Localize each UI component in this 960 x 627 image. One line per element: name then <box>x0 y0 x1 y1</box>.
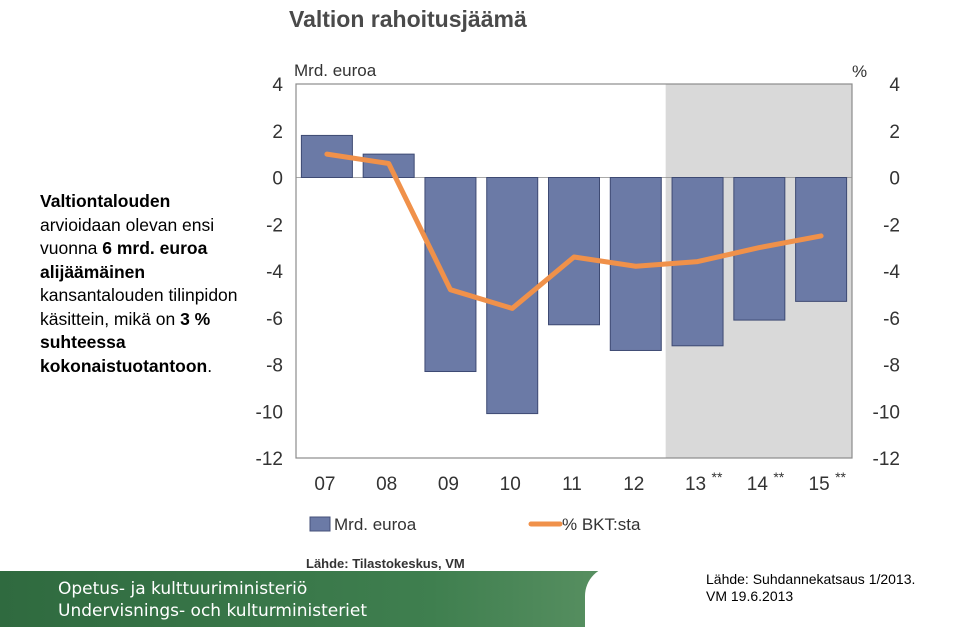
y-tick-right-1: 2 <box>889 122 900 143</box>
ministry-name-fi: Opetus- ja kulttuuriministeriö <box>58 579 308 599</box>
summary-text: Valtiontalouden arvioidaan olevan ensi v… <box>40 190 245 378</box>
summary-text-2: kansantalouden tilinpidon käsittein, mik… <box>40 285 238 329</box>
summary-text-1: arvioidaan olevan ensi vuonna <box>40 214 215 259</box>
bar-09 <box>424 177 477 373</box>
x-tick-13: 13 <box>685 474 706 495</box>
summary-bold-2: 6 mrd. euroa alijäämäinen <box>40 238 208 282</box>
x-tick-10: 10 <box>500 474 521 495</box>
footer-source-line-1: Lähde: Suhdannekatsaus 1/2013. <box>706 571 916 587</box>
chart-title: Valtion rahoitusjäämä <box>289 6 527 32</box>
footer-white-panel <box>585 566 960 627</box>
y-axis-label-left: Mrd. euroa <box>294 61 377 80</box>
y-tick-right-2: 0 <box>889 169 900 190</box>
y-tick-right-6: -8 <box>883 356 900 377</box>
x-tick-09: 09 <box>438 474 459 495</box>
y-tick-left-6: -8 <box>266 356 283 377</box>
y-tick-left-7: -10 <box>256 402 283 423</box>
x-tick-15: 15 <box>809 474 830 495</box>
y-tick-left-4: -4 <box>266 262 283 283</box>
bar-11 <box>548 177 600 326</box>
plot-frame <box>295 83 853 459</box>
percent-line <box>324 151 824 311</box>
y-tick-left-2: 0 <box>272 169 283 190</box>
x-tick-14: 14 <box>747 474 769 495</box>
summary-bold-1: Valtiontalouden <box>40 191 171 211</box>
y-tick-right-5: -6 <box>883 309 900 330</box>
y-tick-left-3: -2 <box>266 215 283 236</box>
y-tick-left-8: -12 <box>256 449 283 470</box>
y-ticks-right: 4 2 0 -2 -4 -6 -8 -10 -12 <box>873 75 901 470</box>
y-tick-left-5: -6 <box>266 309 283 330</box>
summary-bold-3: 3 % suhteessa kokonaistuotantoon <box>40 308 211 376</box>
y-axis-label-right: % <box>852 62 867 81</box>
y-tick-right-0: 4 <box>889 75 900 96</box>
chart-source: Lähde: Tilastokeskus, VM <box>306 556 465 571</box>
y-tick-left-1: 2 <box>272 122 283 143</box>
footer-source-line-2: VM 19.6.2013 <box>706 588 794 604</box>
y-tick-right-3: -2 <box>883 215 900 236</box>
y-tick-right-4: -4 <box>883 262 900 283</box>
y-tick-right-7: -10 <box>873 402 900 423</box>
y-tick-right-8: -12 <box>873 449 900 470</box>
x-ticks: 07 08 09 10 11 12 13 ** 14 ** 15 ** <box>314 469 846 495</box>
x-tick-11: 11 <box>562 474 582 495</box>
legend: Mrd. euroa % BKT:sta <box>309 515 641 534</box>
y-tick-left-0: 4 <box>272 75 283 96</box>
x-tick-08: 08 <box>376 474 397 495</box>
ministry-name-sv: Undervisnings- och kulturministeriet <box>58 601 368 621</box>
x-tick-mark-15: ** <box>835 469 846 485</box>
y-ticks-left: 4 2 0 -2 -4 -6 -8 -10 -12 <box>256 75 284 470</box>
x-tick-mark-14: ** <box>773 469 784 485</box>
x-tick-12: 12 <box>623 474 644 495</box>
legend-line-label: % BKT:sta <box>562 515 641 534</box>
summary-text-3: . <box>207 355 213 376</box>
x-tick-mark-13: ** <box>712 469 723 485</box>
legend-bar-swatch <box>309 516 331 532</box>
legend-bar-label: Mrd. euroa <box>334 515 417 534</box>
x-tick-07: 07 <box>314 474 335 495</box>
footer-source-note: Lähde: Suhdannekatsaus 1/2013. VM 19.6.2… <box>706 571 915 605</box>
